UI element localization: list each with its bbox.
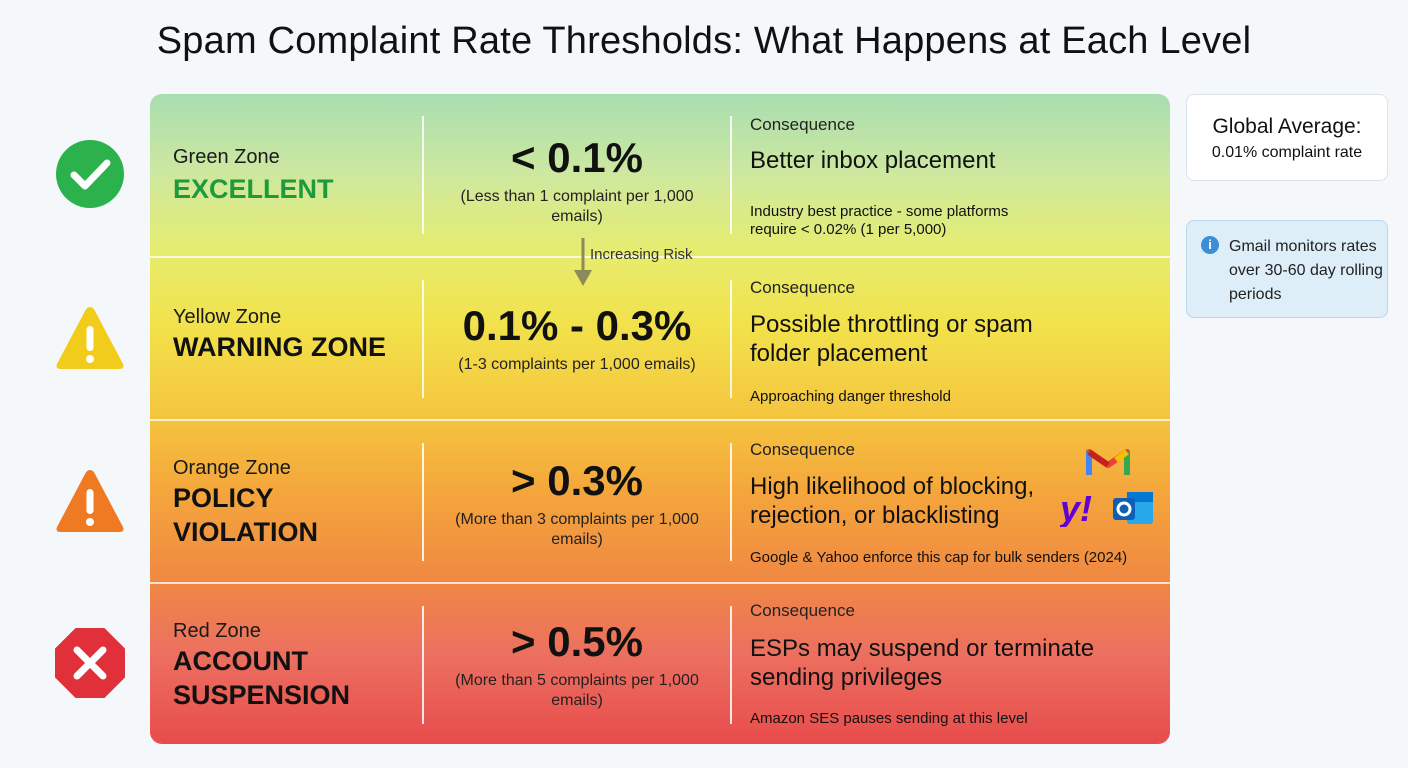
consequence-note: Approaching danger threshold (750, 388, 951, 405)
divider (730, 606, 732, 724)
consequence-note: Google & Yahoo enforce this cap for bulk… (750, 549, 1128, 566)
zone-range-description: (More than 5 complaints per 1,000 emails… (455, 672, 699, 709)
consequence-note: Industry best practice - some platforms … (750, 203, 1009, 238)
zone-range: < 0.1% (511, 134, 643, 181)
zone-status: EXCELLENT (173, 174, 334, 204)
stop-octagon-icon (55, 628, 125, 698)
consequence-text: ESPs may suspend or terminate sending pr… (750, 635, 1095, 691)
divider (422, 116, 424, 234)
outlook-logo (1113, 492, 1153, 524)
zone-red: Red Zone ACCOUNT SUSPENSION > 0.5% (More… (150, 582, 1170, 744)
consequence-text: Better inbox placement (750, 147, 996, 174)
zone-name: Orange Zone (173, 457, 291, 479)
zone-status: ACCOUNT SUSPENSION (173, 646, 351, 710)
zone-range-description: (Less than 1 complaint per 1,000 emails) (460, 188, 694, 225)
consequence-label: Consequence (750, 440, 855, 459)
zone-name: Yellow Zone (173, 306, 282, 328)
threshold-panel: Green Zone EXCELLENT < 0.1% (Less than 1… (150, 94, 1170, 744)
alert-triangle-icon (56, 470, 124, 532)
info-card: i Gmail monitors rates over 30-60 day ro… (1186, 220, 1388, 318)
consequence-label: Consequence (750, 115, 855, 134)
info-text: Gmail monitors rates over 30-60 day roll… (1229, 238, 1383, 303)
consequence-text: High likelihood of blocking, rejection, … (750, 473, 1035, 529)
divider (422, 280, 424, 398)
consequence-label: Consequence (750, 278, 855, 297)
zone-orange: Orange Zone POLICY VIOLATION > 0.3% (Mor… (150, 419, 1170, 581)
divider (422, 443, 424, 561)
zone-range-description: (More than 3 complaints per 1,000 emails… (455, 511, 699, 548)
global-average-card: Global Average: 0.01% complaint rate (1186, 94, 1388, 181)
increasing-risk-arrow (574, 238, 592, 286)
zone-status: POLICY VIOLATION (173, 483, 318, 547)
warning-triangle-icon (56, 307, 124, 369)
page-title: Spam Complaint Rate Thresholds: What Hap… (156, 20, 1252, 62)
global-average-value: 0.01% complaint rate (1211, 144, 1363, 161)
global-average-title: Global Average: (1212, 115, 1362, 138)
zone-name: Red Zone (173, 620, 261, 642)
gmail-logo (1086, 449, 1130, 475)
check-circle-icon (56, 140, 124, 208)
consequence-label: Consequence (750, 601, 855, 620)
increasing-risk-label: Increasing Risk (590, 246, 693, 263)
divider (730, 116, 732, 234)
consequence-text: Possible throttling or spam folder place… (750, 311, 1033, 367)
zone-range: > 0.3% (511, 457, 643, 504)
divider (730, 443, 732, 561)
zone-name: Green Zone (173, 146, 280, 168)
zone-yellow: Yellow Zone WARNING ZONE 0.1% - 0.3% (1-… (150, 256, 1170, 418)
yahoo-logo: y! (1060, 489, 1092, 527)
zone-status: WARNING ZONE (173, 332, 386, 362)
zone-range-description: (1-3 complaints per 1,000 emails) (458, 356, 696, 373)
zone-green: Green Zone EXCELLENT < 0.1% (Less than 1… (150, 94, 1170, 256)
info-icon: i (1201, 236, 1219, 254)
divider (422, 606, 424, 724)
consequence-note: Amazon SES pauses sending at this level (750, 710, 1028, 727)
zone-range: 0.1% - 0.3% (462, 302, 692, 349)
divider (730, 280, 732, 398)
zone-range: > 0.5% (511, 618, 643, 665)
svg-text:y!: y! (1060, 489, 1092, 527)
